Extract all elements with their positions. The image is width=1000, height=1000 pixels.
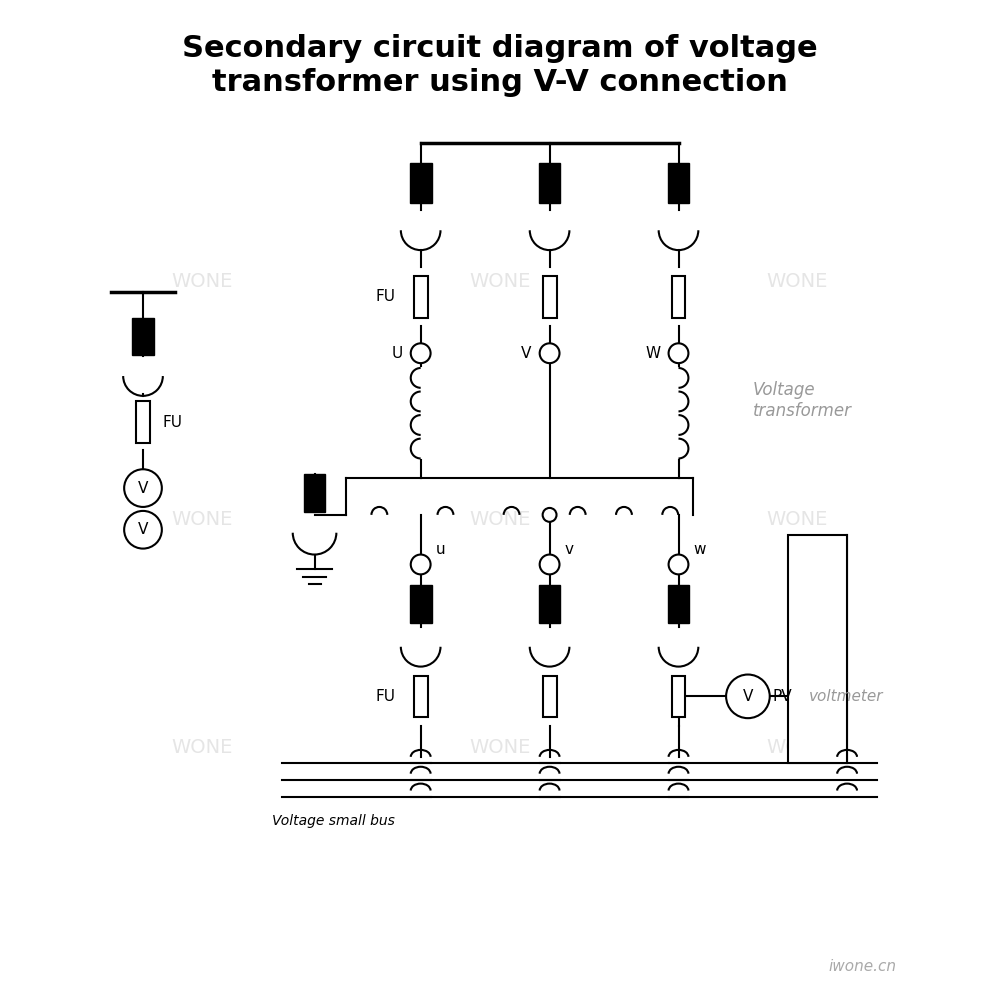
Text: Secondary circuit diagram of voltage
transformer using V-V connection: Secondary circuit diagram of voltage tra… (182, 34, 818, 97)
Text: voltmeter: voltmeter (809, 689, 884, 704)
Text: WONE: WONE (767, 272, 828, 291)
Text: V: V (521, 346, 532, 361)
Text: FU: FU (376, 289, 396, 304)
Text: U: U (392, 346, 403, 361)
Circle shape (543, 508, 557, 522)
Text: u: u (436, 542, 445, 557)
Bar (668, 163, 689, 202)
Circle shape (540, 343, 560, 363)
Text: Voltage small bus: Voltage small bus (272, 814, 395, 828)
Text: WONE: WONE (469, 738, 531, 757)
Bar (414, 676, 428, 717)
Text: Voltage
transformer: Voltage transformer (753, 381, 852, 420)
Text: WONE: WONE (172, 738, 233, 757)
Text: iwone.cn: iwone.cn (829, 959, 897, 974)
Circle shape (540, 555, 560, 574)
Bar (539, 163, 560, 202)
Bar (543, 676, 557, 717)
Text: WONE: WONE (767, 738, 828, 757)
Bar (672, 676, 685, 717)
Text: WONE: WONE (172, 272, 233, 291)
Text: WONE: WONE (767, 510, 828, 529)
Bar (668, 585, 689, 623)
Bar (304, 474, 325, 512)
Text: FU: FU (163, 415, 183, 430)
Text: V: V (138, 522, 148, 537)
Circle shape (411, 343, 431, 363)
Text: W: W (646, 346, 661, 361)
Circle shape (669, 343, 688, 363)
Text: v: v (564, 542, 573, 557)
Circle shape (411, 555, 431, 574)
Text: WONE: WONE (469, 272, 531, 291)
Text: V: V (743, 689, 753, 704)
Bar (539, 585, 560, 623)
Text: WONE: WONE (469, 510, 531, 529)
Text: w: w (693, 542, 706, 557)
Text: FU: FU (376, 689, 396, 704)
Bar (788, 535, 847, 763)
Bar (132, 318, 154, 355)
Circle shape (726, 675, 770, 718)
Circle shape (124, 469, 162, 507)
Bar (543, 276, 557, 318)
Text: PV: PV (773, 689, 792, 704)
Bar (136, 401, 150, 443)
Bar (410, 585, 432, 623)
Bar (672, 276, 685, 318)
Circle shape (124, 511, 162, 549)
Bar (410, 163, 432, 202)
Bar (414, 276, 428, 318)
Text: V: V (138, 481, 148, 496)
Text: WONE: WONE (172, 510, 233, 529)
Circle shape (669, 555, 688, 574)
